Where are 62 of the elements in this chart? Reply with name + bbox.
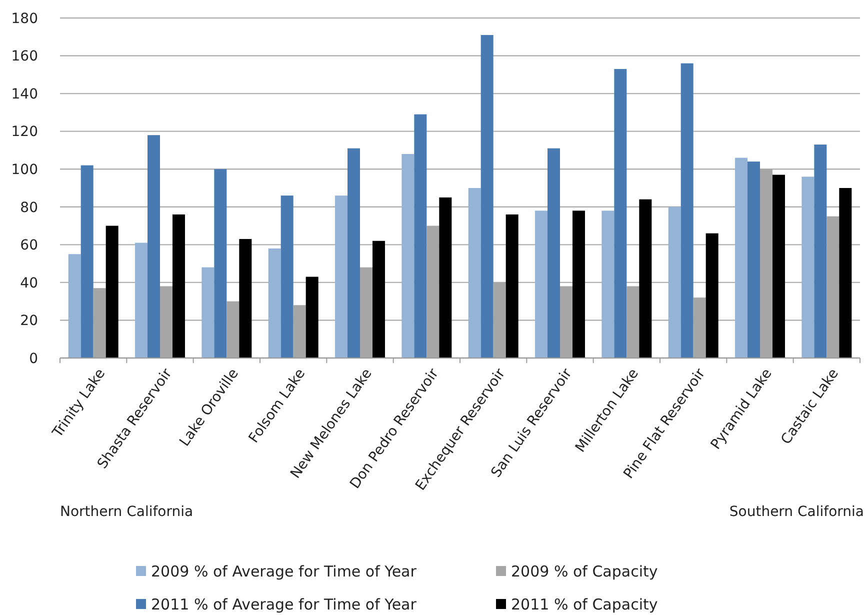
y-tick-label: 140 <box>11 86 38 102</box>
bar <box>135 242 148 358</box>
y-tick-label: 160 <box>11 48 38 65</box>
text: Northern California <box>60 504 194 520</box>
bar <box>535 210 548 358</box>
bar <box>839 188 852 358</box>
y-tick-label: 20 <box>20 313 38 330</box>
bar <box>306 276 318 358</box>
bar <box>480 35 494 358</box>
bar <box>360 267 372 358</box>
bar <box>693 298 706 358</box>
bar <box>80 165 94 358</box>
bar <box>626 286 640 358</box>
legend-label: 2011 % of Average for Time of Year <box>151 595 418 614</box>
bar <box>639 199 652 358</box>
bar <box>214 169 227 358</box>
bar <box>348 148 360 358</box>
bar <box>293 305 306 358</box>
bar <box>160 286 172 358</box>
legend-label: 2011 % of Capacity <box>511 595 658 614</box>
bar <box>239 239 252 358</box>
bar <box>414 114 427 358</box>
bar <box>602 210 614 358</box>
bar <box>148 135 160 358</box>
bar <box>614 69 627 358</box>
y-tick-label: 0 <box>29 350 38 367</box>
bar <box>172 214 185 358</box>
bar <box>814 144 827 358</box>
bar <box>802 176 814 358</box>
y-tick-label: 120 <box>11 124 38 140</box>
bar <box>748 162 760 358</box>
y-tick-label: 100 <box>11 162 38 178</box>
y-tick-label: 80 <box>20 200 38 216</box>
bar <box>735 158 748 358</box>
bar <box>268 248 281 358</box>
bar <box>439 197 452 358</box>
bar <box>826 216 840 358</box>
bar <box>572 210 585 358</box>
bar <box>426 226 440 358</box>
bar <box>772 174 785 358</box>
bar <box>68 254 81 358</box>
bar <box>372 240 385 358</box>
legend-label: 2009 % of Capacity <box>511 562 658 580</box>
bar <box>680 63 694 358</box>
y-tick-label: 180 <box>11 10 38 27</box>
bar <box>668 206 681 358</box>
bar <box>706 233 718 358</box>
bar <box>468 188 481 358</box>
y-tick-label: 40 <box>20 275 38 292</box>
legend-label: 2009 % of Average for Time of Year <box>151 562 418 580</box>
bar <box>506 214 518 358</box>
bar <box>93 288 106 358</box>
bar <box>106 226 118 358</box>
bar <box>548 148 560 358</box>
bar <box>202 267 214 358</box>
bar <box>335 196 348 358</box>
bar <box>280 196 294 358</box>
y-tick-label: 60 <box>20 238 38 254</box>
text: Southern California <box>729 504 864 520</box>
bar <box>402 154 414 358</box>
bar <box>226 301 240 358</box>
bar <box>560 286 572 358</box>
